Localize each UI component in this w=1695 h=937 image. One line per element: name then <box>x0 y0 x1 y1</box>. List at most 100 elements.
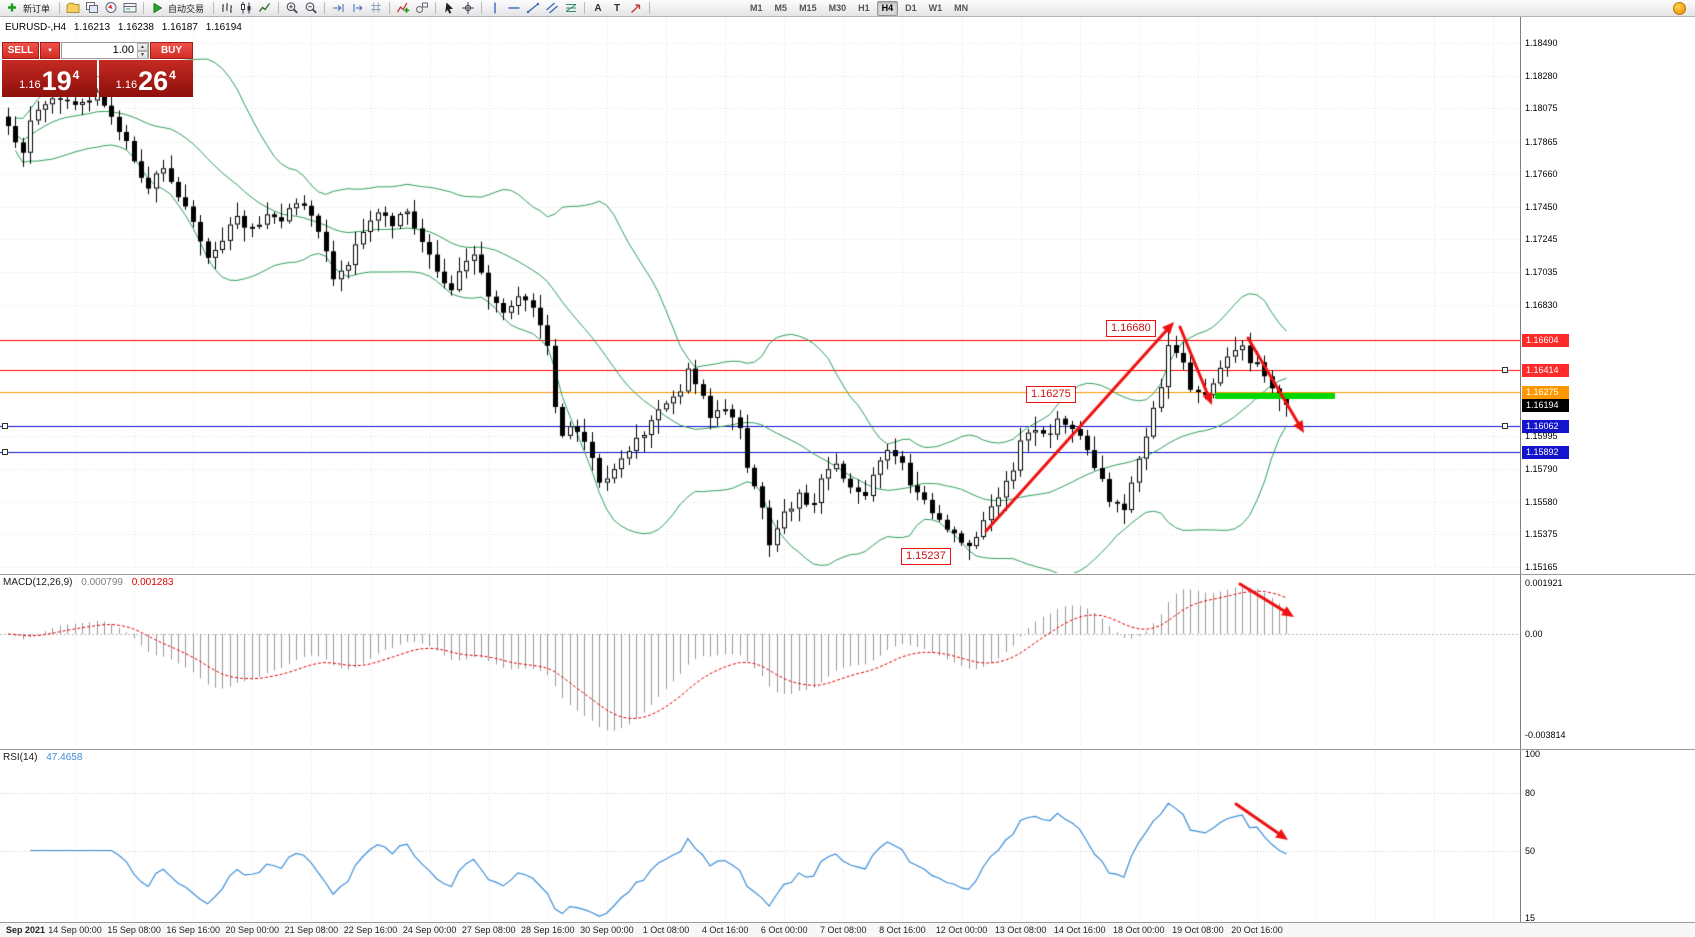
price-annotation-label[interactable]: 1.16680 <box>1106 320 1156 337</box>
chart-shift-icon[interactable] <box>348 1 366 16</box>
timeframe-w1[interactable]: W1 <box>928 2 943 13</box>
crosshair-icon[interactable] <box>459 1 477 16</box>
time-axis[interactable]: Sep 2021 14 Sep 00:00 15 Sep 08:00 16 Sep 1… <box>0 922 1695 937</box>
line-handle[interactable] <box>1502 423 1508 429</box>
line-handle[interactable] <box>1502 367 1508 373</box>
arrows-tool-icon[interactable] <box>627 1 645 16</box>
timeframe-mn[interactable]: MN <box>954 2 969 13</box>
time-axis-label: 6 Oct 00:00 <box>760 925 808 935</box>
chart-ohlc-header: EURUSD-,H4 1.16213 1.16238 1.16187 1.161… <box>5 22 247 33</box>
macd-panel-separator[interactable] <box>0 574 1695 575</box>
price-axis-label: 1.17865 <box>1525 136 1558 147</box>
line-handle[interactable] <box>2 423 8 429</box>
sell-price-prefix: 1.16 <box>19 79 41 91</box>
price-axis-label: 1.16830 <box>1525 299 1558 310</box>
price-axis-label: 1.18490 <box>1525 38 1558 48</box>
time-axis-label: 28 Sep 16:00 <box>521 925 575 935</box>
navigator-icon[interactable] <box>102 1 120 16</box>
toolbar-separator <box>278 2 280 14</box>
toolbar-separator <box>584 2 586 14</box>
price-annotation-label[interactable]: 1.15237 <box>901 548 951 565</box>
volume-field[interactable]: 1.00 ▲ ▼ <box>61 42 149 59</box>
price-axis[interactable]: 1.18490 1.18280 1.18075 1.17865 1.17660 1.174… <box>1520 17 1694 937</box>
toolbar-separator <box>481 2 483 14</box>
time-axis-label: 8 Oct 16:00 <box>879 925 926 935</box>
macd-axis-label: -0.003814 <box>1525 730 1566 741</box>
indicators-icon[interactable] <box>394 1 412 16</box>
objects-icon[interactable] <box>413 1 431 16</box>
rsi-axis-label: 80 <box>1525 787 1536 798</box>
zoom-in-icon[interactable] <box>283 1 301 16</box>
vertical-line-icon[interactable] <box>486 1 504 16</box>
buy-price-display[interactable]: 1.16 26 4 <box>98 60 193 97</box>
price-axis-label: 1.18280 <box>1525 71 1558 82</box>
new-order-icon[interactable] <box>3 1 21 16</box>
rsi-axis-label: 100 <box>1525 749 1541 759</box>
time-axis-label: 20 Sep 00:00 <box>225 925 280 935</box>
sell-price-display[interactable]: 1.16 19 4 <box>2 60 97 97</box>
profiles-icon[interactable] <box>64 1 82 16</box>
price-level-label: 1.15892 <box>1522 446 1569 460</box>
price-annotation-label[interactable]: 1.16275 <box>1026 386 1076 403</box>
price-axis-label: 1.15580 <box>1525 496 1558 507</box>
candlestick-chart-icon[interactable] <box>237 1 255 16</box>
cursor-icon[interactable] <box>440 1 458 16</box>
timeframe-h1[interactable]: H1 <box>858 2 870 13</box>
community-status-icon[interactable] <box>1673 1 1686 15</box>
macd-name: MACD(12,26,9) <box>3 577 73 588</box>
price-axis-label: 1.17450 <box>1525 201 1558 212</box>
toolbar: 新订单 自动交易 A T M1 M5 M15 M30 H1 H4 D1 W1 MN <box>0 0 1695 17</box>
sell-button[interactable]: SELL <box>2 42 39 59</box>
toolbar-separator <box>389 2 391 14</box>
timeframe-h4[interactable]: H4 <box>876 0 899 16</box>
auto-scroll-icon[interactable] <box>329 1 347 16</box>
price-axis-label: 1.15375 <box>1525 528 1558 539</box>
rsi-panel-separator[interactable] <box>0 749 1695 750</box>
channel-icon[interactable] <box>543 1 561 16</box>
horizontal-line-icon[interactable] <box>505 1 523 16</box>
volume-up-button[interactable]: ▲ <box>137 43 148 51</box>
timeframe-switcher: M1 M5 M15 M30 H1 H4 D1 W1 MN <box>744 0 974 16</box>
zoom-out-icon[interactable] <box>302 1 320 16</box>
line-handle[interactable] <box>2 449 8 455</box>
timeframe-m5[interactable]: M5 <box>774 2 788 13</box>
terminal-icon[interactable] <box>121 1 139 16</box>
time-axis-label: 19 Oct 08:00 <box>1172 925 1224 935</box>
fibonacci-icon[interactable] <box>562 1 580 16</box>
trendline-icon[interactable] <box>524 1 542 16</box>
buy-price-big: 26 <box>138 66 169 96</box>
sell-price-pip: 4 <box>72 68 80 82</box>
volume-down-button[interactable]: ▼ <box>137 51 148 59</box>
price-level-label: 1.16275 <box>1522 386 1569 400</box>
rsi-indicator-label: RSI(14) 47.4658 <box>3 752 82 763</box>
time-axis-label: 30 Sep 00:00 <box>580 925 634 935</box>
line-chart-icon[interactable] <box>256 1 274 16</box>
macd-value-signal: 0.001283 <box>131 577 174 588</box>
rsi-axis-label: 15 <box>1525 913 1536 924</box>
timeframe-m15[interactable]: M15 <box>799 2 817 13</box>
volume-value[interactable]: 1.00 <box>112 44 134 56</box>
price-level-label: 1.16194 <box>1522 398 1569 412</box>
sell-price-big: 19 <box>41 66 72 96</box>
time-axis-label: 27 Sep 08:00 <box>461 925 516 935</box>
auto-trading-icon[interactable] <box>148 1 166 16</box>
bar-chart-icon[interactable] <box>218 1 236 16</box>
time-axis-label: 4 Oct 16:00 <box>701 925 749 935</box>
text-tool-icon[interactable]: A <box>594 2 602 14</box>
macd-indicator-label: MACD(12,26,9) 0.000799 0.001283 <box>3 577 173 588</box>
new-order-label[interactable]: 新订单 <box>23 3 51 14</box>
time-axis-label: 12 Oct 00:00 <box>935 925 988 935</box>
auto-trading-label[interactable]: 自动交易 <box>168 3 205 14</box>
timeframe-m1[interactable]: M1 <box>750 2 763 13</box>
timeframe-m30[interactable]: M30 <box>828 2 847 13</box>
timeframe-d1[interactable]: D1 <box>905 2 917 13</box>
volume-stepper: ▲ ▼ <box>137 43 148 59</box>
toolbar-separator <box>324 2 326 14</box>
window-cascade-icon[interactable] <box>83 1 101 16</box>
chart-canvas[interactable] <box>0 0 1520 922</box>
price-level-label: 1.16414 <box>1522 364 1569 378</box>
buy-button[interactable]: BUY <box>150 42 193 59</box>
volume-dropdown[interactable]: ▼ <box>40 42 60 59</box>
grid-icon[interactable] <box>367 1 385 16</box>
text-label-tool-icon[interactable]: T <box>613 2 621 14</box>
